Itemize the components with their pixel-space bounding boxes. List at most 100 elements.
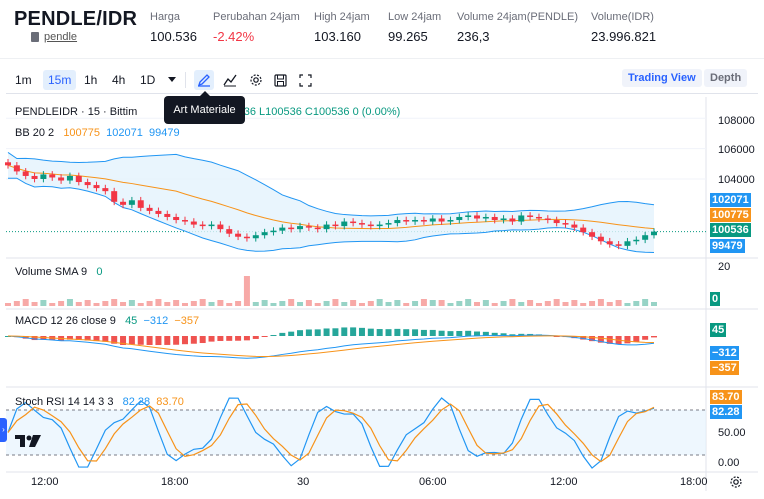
volume-bar bbox=[84, 300, 91, 306]
candle-body bbox=[75, 175, 82, 183]
macd-histogram-bar bbox=[624, 336, 631, 344]
candle-body bbox=[332, 224, 339, 227]
save-icon[interactable] bbox=[270, 70, 290, 90]
candle-body bbox=[447, 220, 454, 222]
trading-view-button[interactable]: Trading View bbox=[622, 69, 702, 87]
macd-histogram-bar bbox=[420, 329, 427, 336]
price-tag-bb-basis: 100775 bbox=[710, 208, 751, 222]
macd-histogram-bar bbox=[606, 336, 613, 344]
volume-label: Volume SMA 9 bbox=[15, 266, 88, 278]
macd-histogram-bar bbox=[217, 336, 224, 341]
volume-bar bbox=[261, 300, 268, 306]
macd-histogram-bar bbox=[447, 331, 454, 336]
macd-histogram-bar bbox=[394, 328, 401, 336]
volume-bar bbox=[403, 303, 410, 306]
fullscreen-icon[interactable] bbox=[295, 70, 315, 90]
drawing-tools-icon[interactable] bbox=[194, 70, 214, 90]
macd-histogram-bar bbox=[93, 336, 100, 342]
volume-bar bbox=[544, 301, 551, 306]
volume-bar bbox=[5, 303, 11, 306]
candle-body bbox=[544, 218, 551, 221]
volume-bar bbox=[22, 299, 29, 306]
candle-body bbox=[341, 221, 348, 227]
volume-bar bbox=[164, 302, 171, 306]
macd-histogram-bar bbox=[474, 331, 481, 336]
macd-histogram-bar bbox=[500, 333, 507, 336]
sidebar-toggle[interactable]: › bbox=[0, 418, 7, 442]
volume-bar bbox=[385, 302, 392, 306]
macd-histogram-bar bbox=[633, 336, 640, 342]
indicators-icon[interactable] bbox=[220, 70, 240, 90]
volume-bar bbox=[500, 301, 507, 306]
volume-bar bbox=[376, 299, 383, 306]
volume-bar bbox=[323, 301, 330, 306]
candle-body bbox=[571, 224, 578, 228]
candle-body bbox=[580, 227, 587, 233]
gear-icon[interactable] bbox=[246, 70, 266, 90]
stat-value-volume-idr: 23.996.821 bbox=[591, 29, 657, 44]
volume-bar bbox=[297, 302, 304, 306]
gear-icon[interactable] bbox=[729, 475, 745, 491]
volume-bar bbox=[146, 301, 153, 306]
candle-body bbox=[385, 223, 392, 225]
candle-body bbox=[597, 236, 604, 242]
volume-bar bbox=[651, 302, 657, 306]
toolbar-divider-bottom bbox=[6, 93, 758, 94]
macd-histogram-bar bbox=[385, 329, 392, 336]
volume-bar bbox=[226, 303, 233, 306]
macd-line bbox=[7, 334, 655, 359]
macd-hist-tag: 45 bbox=[710, 323, 727, 337]
volume-bar bbox=[270, 303, 277, 306]
macd-histogram-bar bbox=[164, 336, 171, 345]
macd-histogram-bar bbox=[305, 329, 312, 336]
candle-body bbox=[66, 175, 73, 181]
time-tick: 12:00 bbox=[31, 476, 59, 488]
volume-bar bbox=[137, 303, 144, 306]
macd-histogram-bar bbox=[199, 336, 206, 344]
candle-body bbox=[173, 216, 180, 221]
candle-body bbox=[314, 227, 321, 230]
coin-link[interactable]: pendle bbox=[44, 31, 78, 43]
candle-body bbox=[491, 216, 498, 221]
price-tick: 106000 bbox=[718, 144, 755, 156]
candle-body bbox=[120, 201, 127, 205]
timeframe-1d[interactable]: 1D bbox=[140, 73, 156, 87]
candle-body bbox=[5, 162, 11, 166]
macd-histogram-bar bbox=[208, 336, 215, 342]
macd-label: MACD 12 26 close 9 bbox=[15, 315, 116, 327]
timeframe-1m[interactable]: 1m bbox=[15, 73, 32, 87]
macd-histogram-bar bbox=[31, 336, 38, 341]
stat-value-harga: 100.536 bbox=[150, 29, 197, 44]
volume-bar bbox=[571, 300, 578, 306]
candle-body bbox=[323, 224, 330, 230]
depth-button[interactable]: Depth bbox=[704, 69, 748, 87]
stat-label-change: Perubahan 24jam bbox=[213, 11, 300, 23]
tooltip: Art Materiale bbox=[164, 91, 245, 124]
candle-body bbox=[49, 174, 56, 178]
bb-upper-line bbox=[7, 152, 655, 217]
timeframe-1h[interactable]: 1h bbox=[84, 73, 98, 87]
stoch-d-value: 83.70 bbox=[156, 396, 184, 408]
chevron-down-icon[interactable] bbox=[162, 70, 182, 90]
stat-value-low: 99.265 bbox=[388, 29, 428, 44]
header-divider bbox=[0, 58, 764, 59]
timeframe-15m[interactable]: 15m bbox=[43, 70, 77, 90]
macd-histogram-bar bbox=[403, 329, 410, 336]
volume-bar bbox=[456, 301, 463, 306]
volume-bar bbox=[509, 299, 516, 306]
macd-histogram-bar bbox=[111, 336, 118, 344]
macd-histogram-bar bbox=[66, 336, 73, 340]
candle-body bbox=[128, 200, 135, 205]
volume-bar bbox=[358, 303, 365, 306]
timeframe-4h[interactable]: 4h bbox=[112, 73, 126, 87]
volume-bar bbox=[412, 301, 419, 306]
stat-label-high: High 24jam bbox=[314, 11, 370, 23]
volume-bar bbox=[66, 299, 73, 306]
time-tick: 12:00 bbox=[550, 476, 578, 488]
volume-bar bbox=[314, 303, 321, 306]
macd-histogram-bar bbox=[226, 336, 233, 341]
macd-histogram-bar bbox=[314, 329, 321, 336]
candle-body bbox=[279, 227, 286, 231]
macd-histogram-bar bbox=[235, 336, 242, 341]
